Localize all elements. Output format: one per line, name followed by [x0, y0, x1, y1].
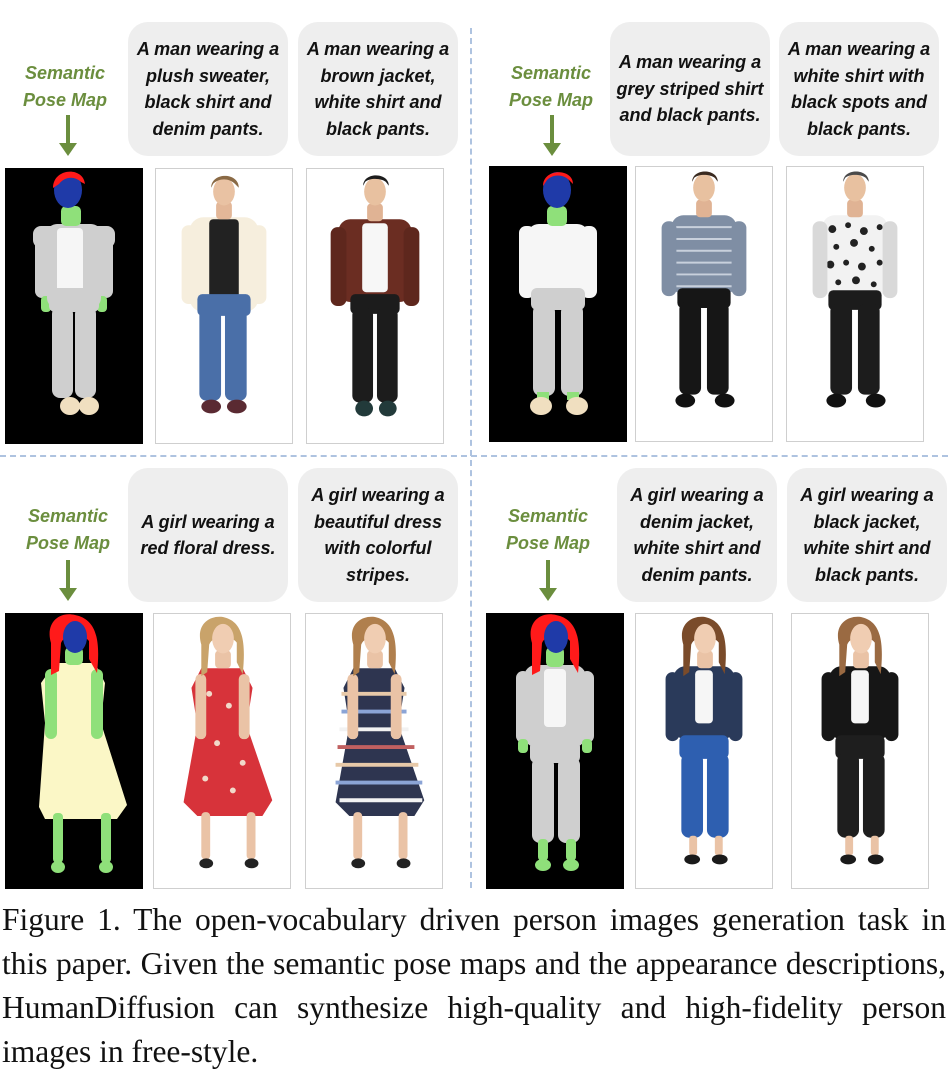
- caption-bubble: A girl wearing a red floral dress.: [128, 468, 288, 602]
- caption-label: Figure 1.: [2, 902, 121, 937]
- figure: Semantic Pose Map A man wearing a plush …: [0, 0, 948, 889]
- caption-bubble: A girl wearing a black jacket, white shi…: [787, 468, 947, 602]
- label-line-2: Pose Map: [22, 90, 108, 110]
- down-arrow-icon: [59, 560, 77, 601]
- semantic-pose-map-label: Semantic Pose Map: [496, 60, 606, 114]
- generated-person-image: [791, 613, 929, 889]
- pose-map-image: [5, 613, 143, 889]
- caption-bubble: A man wearing a grey striped shirt and b…: [610, 22, 770, 156]
- panel-girl-1: Semantic Pose Map A girl wearing a red f…: [0, 458, 470, 903]
- caption-bubble: A girl wearing a denim jacket, white shi…: [617, 468, 777, 602]
- caption-text: The open-vocabulary driven person images…: [2, 902, 946, 1069]
- label-line-1: Semantic: [507, 506, 589, 526]
- label-line-2: Pose Map: [25, 533, 111, 553]
- label-line-1: Semantic: [27, 506, 109, 526]
- caption-bubble: A man wearing a white shirt with black s…: [779, 22, 939, 156]
- semantic-pose-map-label: Semantic Pose Map: [10, 60, 120, 114]
- semantic-pose-map-label: Semantic Pose Map: [493, 503, 603, 557]
- panel-man-2: Semantic Pose Map A man wearing a grey s…: [478, 0, 948, 445]
- generated-person-image: [153, 613, 291, 889]
- caption-bubble: A man wearing a plush sweater, black shi…: [128, 22, 288, 156]
- vertical-divider: [470, 28, 472, 888]
- label-line-2: Pose Map: [508, 90, 594, 110]
- pose-map-image: [489, 166, 627, 442]
- generated-person-image: [306, 168, 444, 444]
- label-line-1: Semantic: [24, 63, 106, 83]
- caption-bubble: A girl wearing a beautiful dress with co…: [298, 468, 458, 602]
- pose-map-image: [5, 168, 143, 444]
- down-arrow-icon: [543, 115, 561, 156]
- down-arrow-icon: [539, 560, 557, 601]
- caption-bubble: A man wearing a brown jacket, white shir…: [298, 22, 458, 156]
- generated-person-image: [635, 166, 773, 442]
- semantic-pose-map-label: Semantic Pose Map: [13, 503, 123, 557]
- panel-man-1: Semantic Pose Map A man wearing a plush …: [0, 0, 470, 445]
- horizontal-divider: [0, 455, 948, 457]
- down-arrow-icon: [59, 115, 77, 156]
- generated-person-image: [155, 168, 293, 444]
- panel-girl-2: Semantic Pose Map A girl wearing a denim…: [478, 458, 948, 903]
- generated-person-image: [305, 613, 443, 889]
- generated-person-image: [635, 613, 773, 889]
- pose-map-image: [486, 613, 624, 889]
- figure-caption: Figure 1. The open-vocabulary driven per…: [2, 898, 946, 1074]
- label-line-2: Pose Map: [505, 533, 591, 553]
- label-line-1: Semantic: [510, 63, 592, 83]
- generated-person-image: [786, 166, 924, 442]
